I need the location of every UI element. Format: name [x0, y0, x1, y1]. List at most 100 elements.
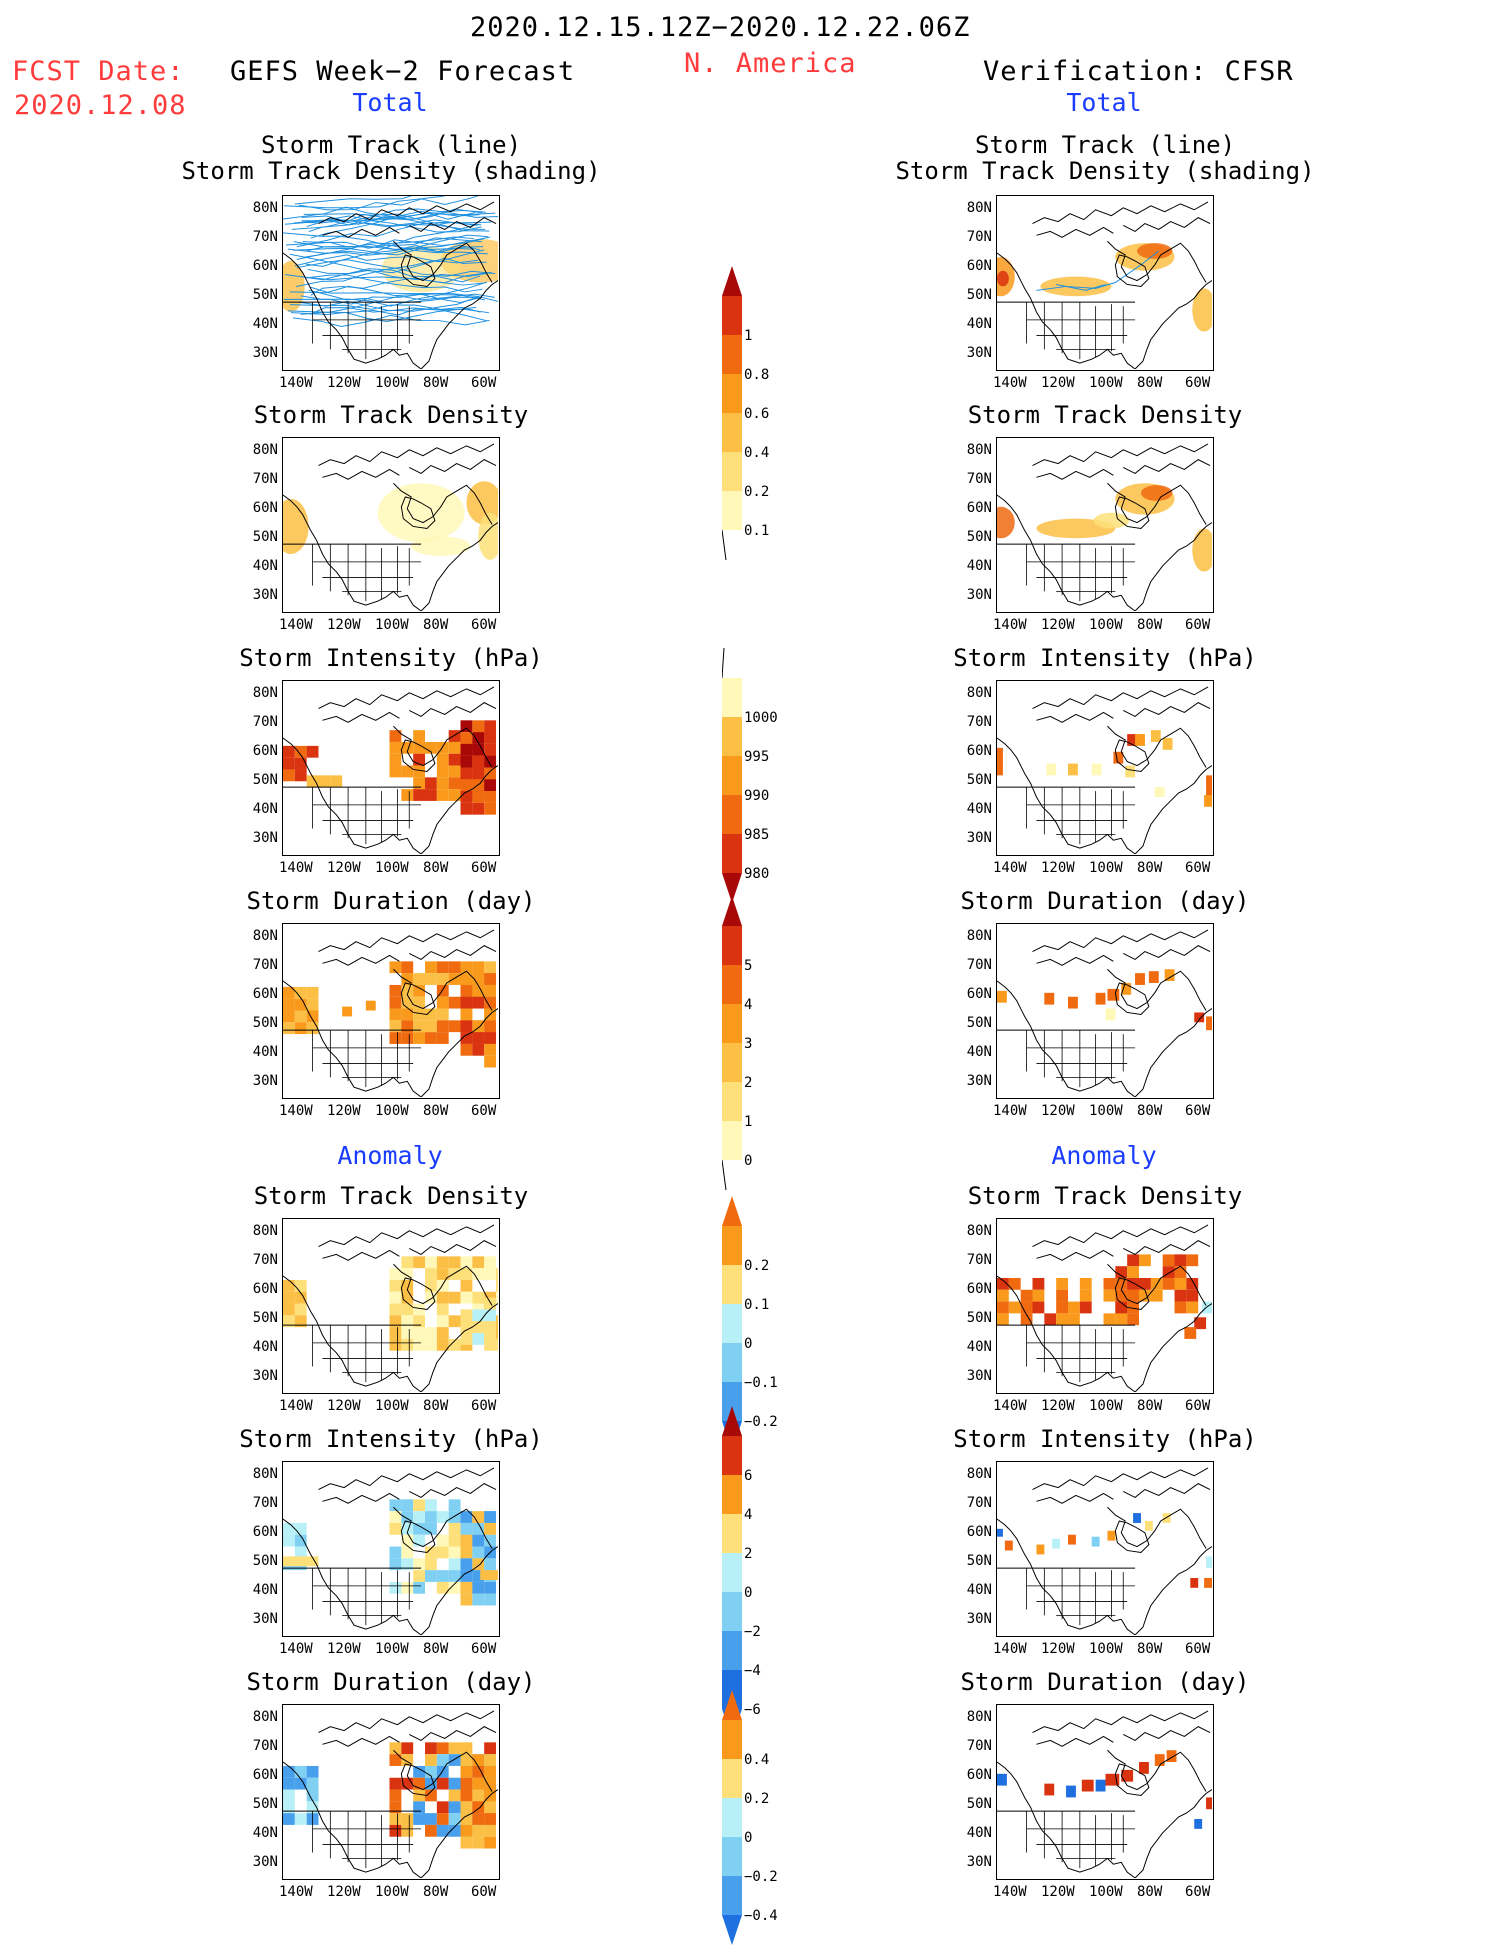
lon-label: 120W: [327, 1398, 361, 1414]
lon-label: 80W: [423, 1641, 449, 1657]
colorbar-tick-label: 2: [744, 1075, 753, 1091]
lon-label: 60W: [471, 1641, 497, 1657]
lat-label: 40N: [252, 1825, 278, 1841]
colorbar-tick-label: 0.4: [744, 445, 770, 461]
lon-label: 140W: [279, 1398, 313, 1414]
lat-label: 30N: [252, 830, 278, 846]
panel-title-duration: Storm Duration (day): [246, 887, 536, 915]
lat-label: 40N: [966, 316, 992, 332]
lat-label: 40N: [252, 1044, 278, 1060]
lat-label: 30N: [966, 587, 992, 603]
colorbar-tick-label: 0.8: [744, 367, 770, 383]
lon-label: 60W: [471, 860, 497, 876]
colorbar-tick-label: 0.6: [744, 406, 770, 422]
lat-label: 60N: [966, 743, 992, 759]
lon-label: 100W: [375, 617, 409, 633]
map-panel-intensity-forecast: [282, 680, 500, 856]
lon-label: 120W: [327, 860, 361, 876]
lat-label: 40N: [966, 1044, 992, 1060]
lon-label: 100W: [1089, 375, 1123, 391]
lon-label: 100W: [375, 1398, 409, 1414]
colorbar-tick-label: −6: [744, 1702, 761, 1718]
lon-label: 120W: [1041, 617, 1075, 633]
anomaly-label-left: Anomaly: [337, 1141, 443, 1170]
lat-label: 30N: [966, 1611, 992, 1627]
colorbar-tick-label: 0.2: [744, 1791, 770, 1807]
colorbar-tick-label: 995: [744, 749, 770, 765]
lat-label: 50N: [252, 287, 278, 303]
lon-label: 60W: [1185, 1398, 1211, 1414]
lat-label: 70N: [966, 1495, 992, 1511]
colorbar-tick-label: 985: [744, 827, 770, 843]
lon-label: 100W: [1089, 1884, 1123, 1900]
panel-title-duration: Storm Duration (day): [960, 887, 1250, 915]
colorbar-tick-label: 0.4: [744, 1752, 770, 1768]
map-panel-duration-verification: [996, 923, 1214, 1099]
lat-label: 40N: [966, 1825, 992, 1841]
lat-label: 70N: [966, 957, 992, 973]
lat-label: 50N: [966, 1553, 992, 1569]
colorbar-tick-label: 0: [744, 1830, 753, 1846]
lon-label: 100W: [375, 1641, 409, 1657]
colorbar-tick-label: 1000: [744, 710, 778, 726]
lon-label: 120W: [1041, 1103, 1075, 1119]
lon-label: 120W: [1041, 1884, 1075, 1900]
lat-label: 80N: [966, 200, 992, 216]
colorbar-tick-label: −2: [744, 1624, 761, 1640]
panel-title-intensity: Storm Intensity (hPa): [953, 644, 1257, 672]
lat-label: 40N: [966, 558, 992, 574]
lat-label: 50N: [966, 772, 992, 788]
lon-label: 140W: [993, 1884, 1027, 1900]
lon-label: 80W: [1137, 1884, 1163, 1900]
lon-label: 80W: [1137, 1641, 1163, 1657]
lat-label: 50N: [966, 529, 992, 545]
lon-label: 140W: [993, 1398, 1027, 1414]
lon-label: 60W: [1185, 617, 1211, 633]
lat-label: 30N: [252, 1611, 278, 1627]
colorbar-tick-label: 0.2: [744, 1258, 770, 1274]
lon-label: 140W: [279, 860, 313, 876]
colorbar-tick-label: 2: [744, 1546, 753, 1562]
lat-label: 60N: [252, 1767, 278, 1783]
lat-label: 40N: [966, 1339, 992, 1355]
colorbar-tick-label: 4: [744, 1507, 753, 1523]
lat-label: 50N: [252, 1553, 278, 1569]
lat-label: 60N: [252, 1524, 278, 1540]
colorbar-tick-label: 0.1: [744, 523, 770, 539]
panel-title-track-shading: Storm Track Density (shading): [181, 157, 601, 185]
panel-title-intensity: Storm Intensity (hPa): [239, 644, 543, 672]
lon-label: 100W: [1089, 1398, 1123, 1414]
lat-label: 30N: [966, 1368, 992, 1384]
lat-label: 70N: [966, 471, 992, 487]
lat-label: 50N: [966, 287, 992, 303]
lat-label: 50N: [966, 1015, 992, 1031]
colorbar-tick-label: −0.2: [744, 1414, 778, 1430]
lat-label: 80N: [252, 1466, 278, 1482]
lat-label: 30N: [966, 830, 992, 846]
panel-title-track-line: Storm Track (line): [974, 131, 1236, 159]
fcst-date-label: FCST Date:: [12, 56, 185, 87]
lat-label: 80N: [252, 1223, 278, 1239]
lat-label: 40N: [252, 316, 278, 332]
lon-label: 120W: [327, 617, 361, 633]
panel-title-density: Storm Track Density: [967, 401, 1243, 429]
colorbar-tick-label: 4: [744, 997, 753, 1013]
lat-label: 40N: [252, 558, 278, 574]
lon-label: 60W: [1185, 1103, 1211, 1119]
colorbar-tick-label: 5: [744, 958, 753, 974]
lat-label: 80N: [966, 1709, 992, 1725]
map-panel-intensity-verification: [996, 680, 1214, 856]
map-panel-adensity-verification: [996, 1218, 1214, 1394]
verification-title: Verification: CFSR: [983, 56, 1294, 87]
lat-label: 60N: [252, 258, 278, 274]
lon-label: 60W: [1185, 375, 1211, 391]
panel-title-intensity: Storm Intensity (hPa): [953, 1425, 1257, 1453]
lon-label: 60W: [1185, 1884, 1211, 1900]
lat-label: 50N: [252, 1015, 278, 1031]
lon-label: 120W: [1041, 375, 1075, 391]
lat-label: 30N: [966, 1073, 992, 1089]
lat-label: 70N: [966, 714, 992, 730]
colorbar-tick-label: 0: [744, 1336, 753, 1352]
lat-label: 50N: [252, 1796, 278, 1812]
lat-label: 30N: [966, 1854, 992, 1870]
